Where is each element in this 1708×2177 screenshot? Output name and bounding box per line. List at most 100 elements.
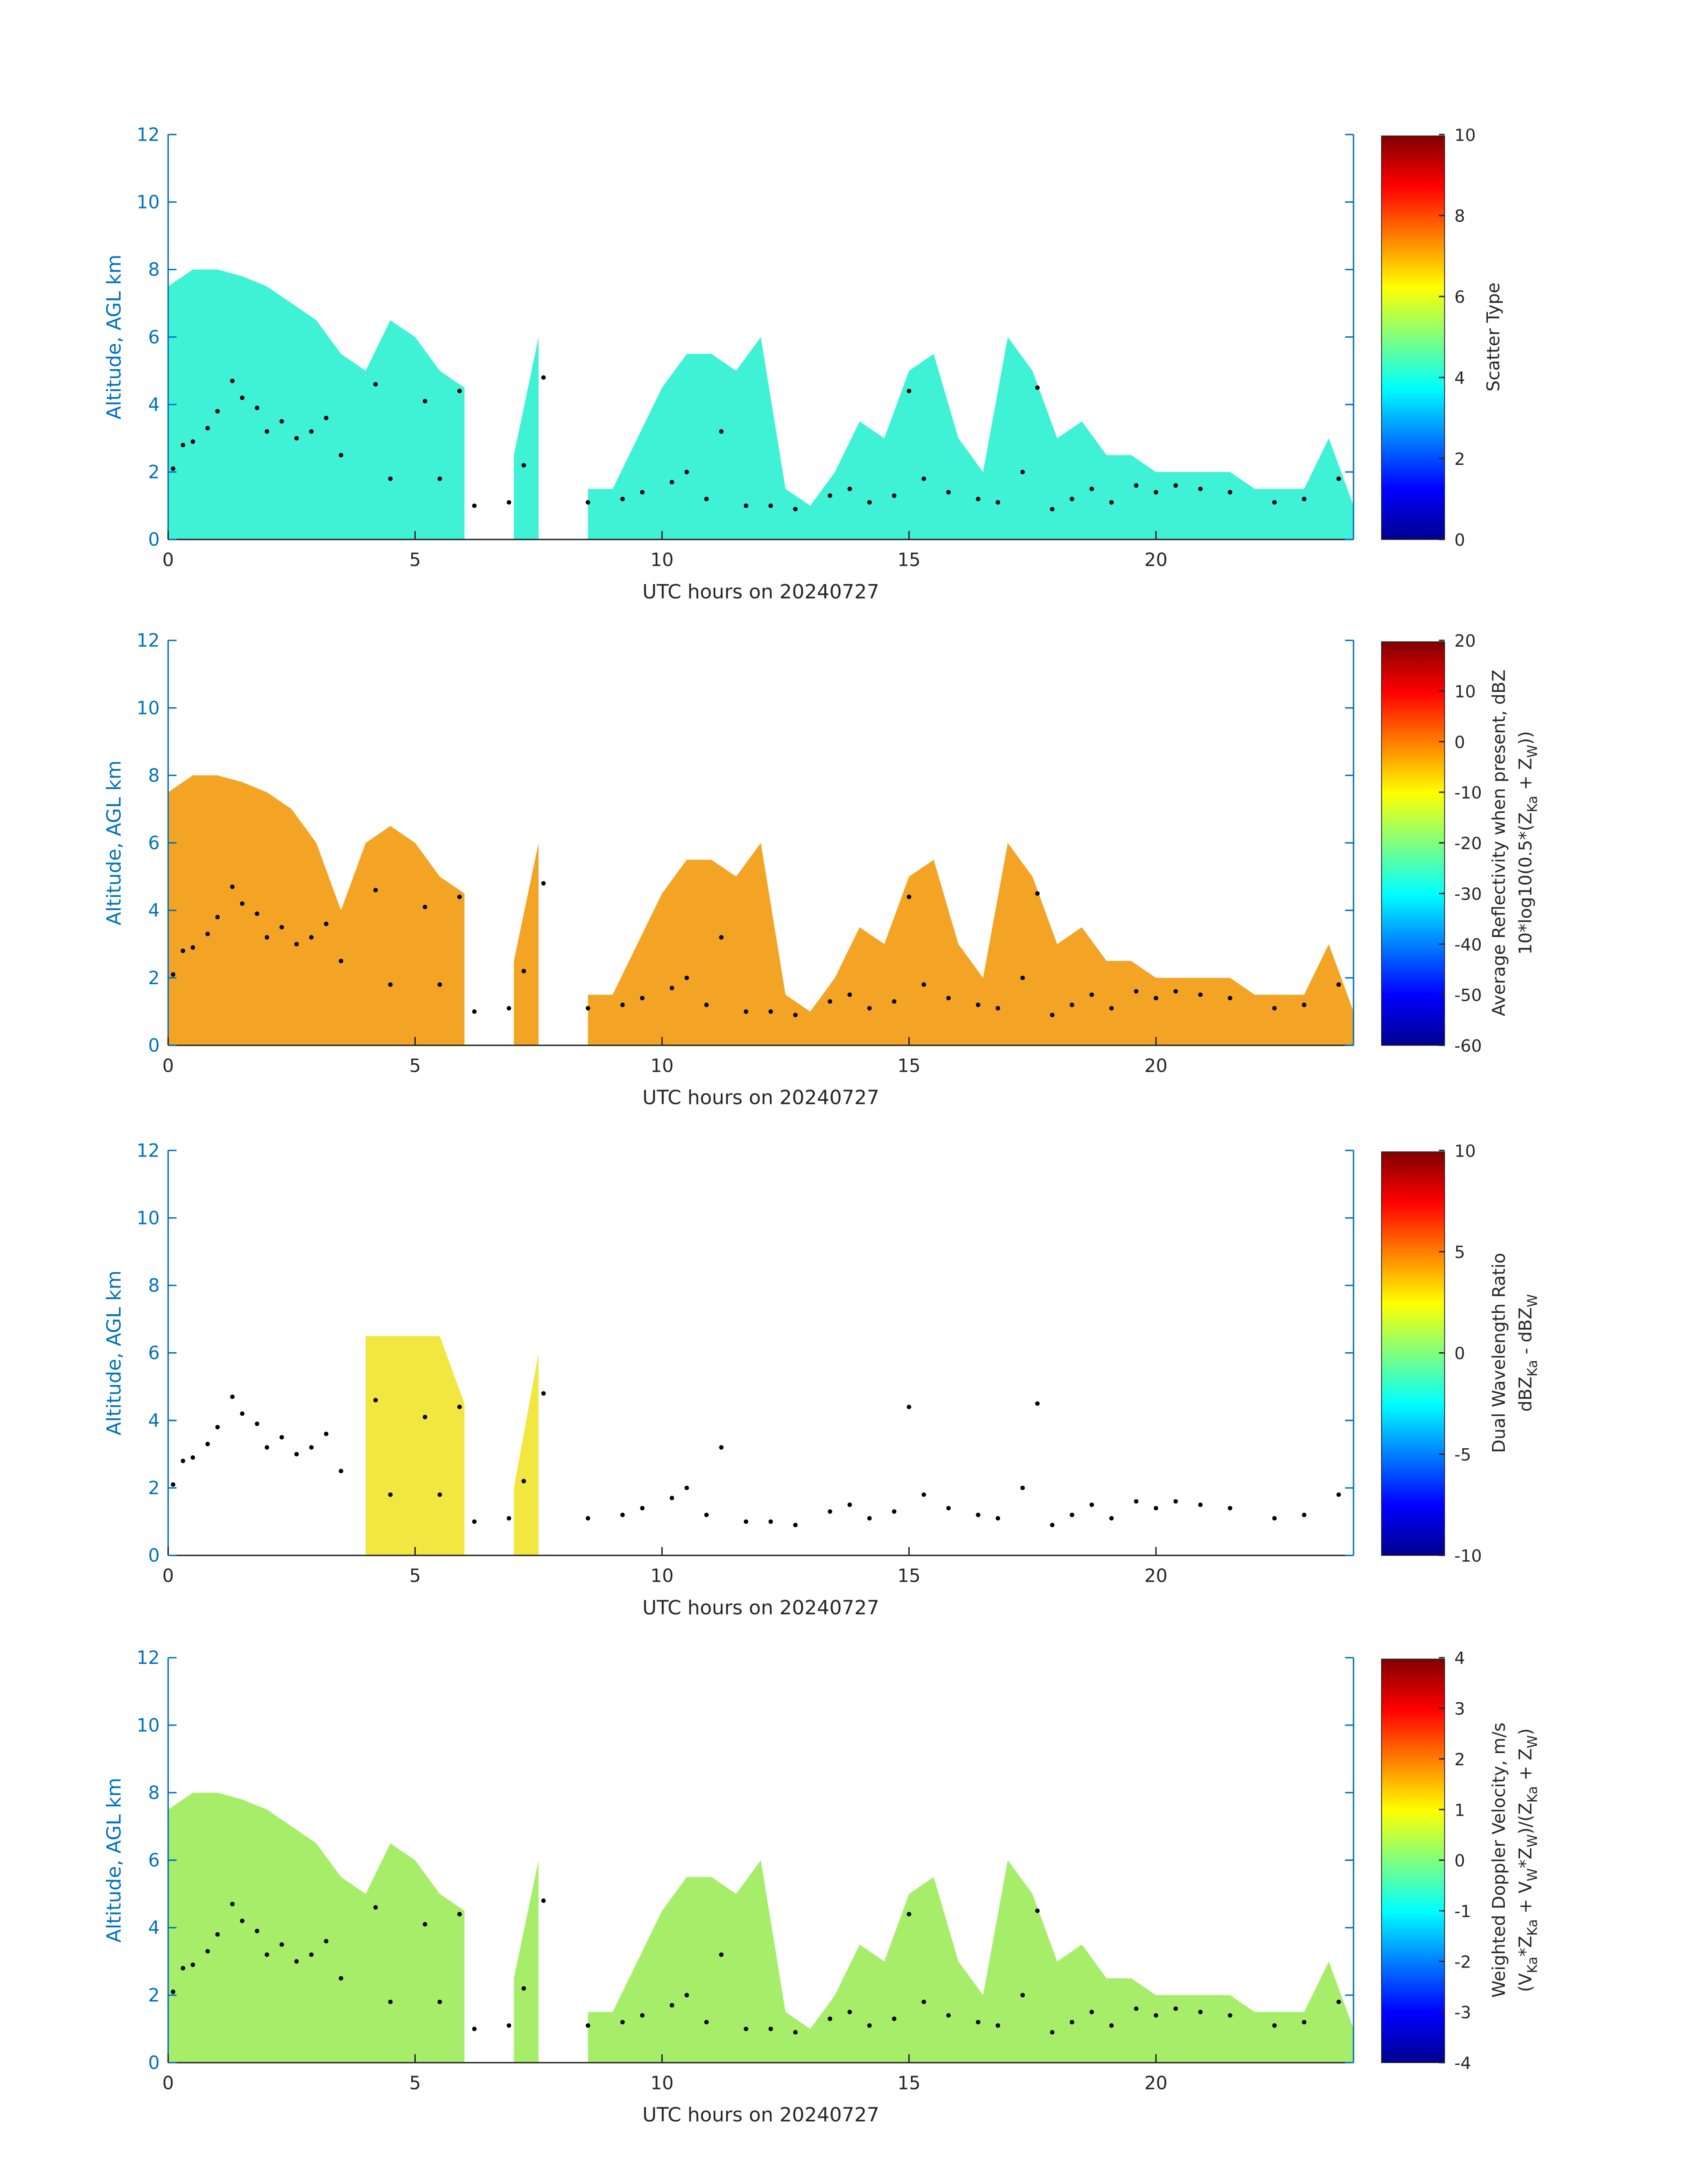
cloud-base-dot bbox=[1198, 992, 1203, 997]
y-tick-label: 12 bbox=[137, 1647, 160, 1668]
x-tick-label: 10 bbox=[651, 1565, 674, 1587]
cloud-base-dot bbox=[279, 419, 284, 424]
cloud-base-dot bbox=[669, 480, 674, 485]
cloud-base-dot bbox=[215, 409, 220, 414]
colorbar-label: Dual Wavelength Ratio bbox=[1489, 1253, 1509, 1453]
y-tick-label: 4 bbox=[148, 1410, 160, 1431]
cloud-base-dot bbox=[995, 1516, 1000, 1521]
cloud-base-dot bbox=[373, 1398, 378, 1403]
colorbar-label-text: + Z bbox=[1516, 758, 1536, 796]
cloud-base-dot bbox=[294, 1452, 299, 1457]
cloud-base-dot bbox=[324, 921, 329, 926]
colorbar-tick-label: -4 bbox=[1454, 2053, 1471, 2073]
cloud-base-dot bbox=[215, 1425, 220, 1429]
cloud-base-dot bbox=[1035, 891, 1040, 896]
cloud-base-dot bbox=[279, 1942, 284, 1947]
cloud-base-dot bbox=[506, 500, 511, 505]
cloud-base-dot bbox=[294, 1959, 299, 1964]
cloud-base-dot bbox=[704, 497, 709, 501]
colorbar-label-text: Scatter Type bbox=[1483, 283, 1503, 392]
y-tick-label: 4 bbox=[148, 394, 160, 415]
cloud-base-dot bbox=[1302, 1003, 1307, 1007]
colorbar-label-subscript: W bbox=[1525, 1294, 1541, 1307]
cloud-base-dot bbox=[255, 1421, 259, 1426]
cloud-base-dot bbox=[373, 888, 378, 893]
x-axis-label: UTC hours on 20240727 bbox=[643, 581, 880, 603]
cloud-base-dot bbox=[719, 935, 724, 940]
colorbar-label-text: Dual Wavelength Ratio bbox=[1489, 1253, 1509, 1453]
colorbar-label-text: )) bbox=[1516, 731, 1536, 745]
cloud-base-dot bbox=[620, 2020, 625, 2025]
cloud-base-dot bbox=[309, 429, 314, 434]
cloud-base-dot bbox=[793, 1012, 798, 1017]
cloud-base-dot bbox=[338, 1976, 343, 1981]
cloud-base-dot bbox=[1153, 490, 1158, 495]
cloud-base-dot bbox=[205, 1442, 210, 1446]
cloud-base-dot bbox=[294, 436, 299, 441]
x-tick-label: 15 bbox=[898, 549, 921, 571]
y-tick-label: 8 bbox=[148, 1782, 160, 1803]
cloud-base-dot bbox=[521, 1986, 526, 1991]
x-tick-label: 0 bbox=[163, 2073, 174, 2094]
cloud-base-dot bbox=[1020, 975, 1025, 980]
cloud-base-dot bbox=[171, 972, 175, 977]
cloud-base-dot bbox=[457, 1404, 462, 1409]
echo-area bbox=[168, 775, 1354, 1045]
colorbar-tick-label: 8 bbox=[1454, 206, 1465, 226]
cloud-base-dot bbox=[240, 395, 245, 400]
cloud-base-dot bbox=[946, 1506, 951, 1511]
cloud-base-dot bbox=[1173, 1499, 1178, 1504]
cloud-base-dot bbox=[743, 503, 748, 508]
cloud-base-dot bbox=[793, 1522, 798, 1528]
echo-area bbox=[365, 1336, 539, 1556]
y-tick-label: 8 bbox=[148, 1275, 160, 1296]
colorbar-label-text: (V bbox=[1516, 1973, 1536, 1992]
cloud-base-dot bbox=[684, 469, 689, 474]
cloud-base-dot bbox=[827, 493, 832, 498]
y-tick-label: 8 bbox=[148, 765, 160, 786]
cloud-base-dot bbox=[684, 1485, 689, 1490]
cloud-base-dot bbox=[906, 1404, 911, 1409]
cloud-base-dot bbox=[1198, 486, 1203, 491]
cloud-base-dot bbox=[1069, 1003, 1074, 1007]
colorbar-tick-label: -50 bbox=[1454, 986, 1482, 1005]
cloud-base-dot bbox=[264, 935, 269, 940]
cloud-base-dot bbox=[506, 1006, 511, 1011]
cloud-base-dot bbox=[437, 982, 442, 987]
cloud-base-dot bbox=[867, 2023, 872, 2028]
cloud-base-dot bbox=[640, 1506, 645, 1511]
cloud-base-dot bbox=[620, 1513, 625, 1517]
colorbar-tick-label: -3 bbox=[1454, 2003, 1471, 2022]
cloud-base-dot bbox=[388, 982, 393, 987]
cloud-base-dot bbox=[457, 894, 462, 899]
cloud-base-dot bbox=[847, 2010, 852, 2014]
cloud-base-dot bbox=[620, 1003, 625, 1007]
cloud-base-dot bbox=[1228, 996, 1232, 1001]
cloud-base-dot bbox=[1228, 2013, 1232, 2018]
cloud-base-dot bbox=[324, 416, 329, 421]
cloud-base-dot bbox=[921, 1492, 926, 1497]
colorbar-label-subscript: W bbox=[1525, 745, 1541, 758]
cloud-base-dot bbox=[1050, 1012, 1055, 1017]
cloud-base-dot bbox=[215, 1932, 220, 1937]
cloud-base-dot bbox=[847, 1502, 852, 1507]
cloud-base-dot bbox=[422, 399, 427, 404]
colorbar-label-text: *Z bbox=[1516, 1847, 1536, 1868]
cloud-base-dot bbox=[921, 476, 926, 481]
y-tick-label: 10 bbox=[137, 192, 160, 213]
colorbar-label-subscript: Ka bbox=[1525, 1956, 1541, 1973]
cloud-base-dot bbox=[215, 915, 220, 919]
cloud-base-dot bbox=[620, 497, 625, 501]
colorbar-tick-label: -60 bbox=[1454, 1036, 1482, 1056]
colorbar-tick-label: -5 bbox=[1454, 1445, 1471, 1464]
colorbar-label-text: + V bbox=[1516, 1881, 1536, 1919]
colorbar-tick-label: 4 bbox=[1454, 368, 1465, 388]
cloud-base-dot bbox=[684, 1993, 689, 1997]
colorbar-label: Scatter Type bbox=[1483, 283, 1503, 392]
cloud-base-dot bbox=[1272, 500, 1277, 505]
cloud-base-dot bbox=[669, 1496, 674, 1500]
cloud-base-dot bbox=[921, 1999, 926, 2004]
